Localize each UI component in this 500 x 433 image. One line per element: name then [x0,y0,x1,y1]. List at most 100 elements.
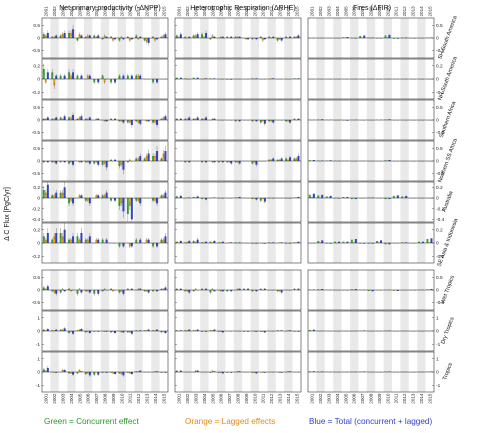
bar-lagged [287,371,290,372]
bar-total [430,238,433,243]
bar-total [230,242,233,243]
bar-concurrent [135,239,138,243]
bar-total [105,331,108,332]
bar-concurrent [226,79,229,80]
bar-concurrent [317,289,320,290]
x-tick-label: 2012 [136,6,141,17]
y-tick-label: 0 [37,118,40,124]
bar-total [55,372,58,373]
bar-total [289,243,292,244]
year-shade [217,182,226,222]
bar-concurrent [184,330,187,331]
bar-total [122,243,125,247]
bar-concurrent [384,160,387,161]
x-tick-label: 2014 [153,6,158,17]
bar-total [321,119,324,120]
x-tick-label: 2002 [318,393,323,404]
x-tick-label: 2003 [327,393,332,404]
bar-concurrent [268,242,271,243]
bar-lagged [428,242,431,243]
bar-concurrent [384,198,387,200]
x-tick-label: 2005 [210,393,215,404]
bar-total [63,229,66,243]
year-shade [284,182,293,222]
panel-fir-2: 0.2 0 -0.2 [307,58,445,100]
year-shade [50,182,59,222]
bar-total [388,160,391,161]
bar-total [205,78,208,79]
row-label: Northern SS Africa [437,137,459,183]
y-tick-label: 0.5 [436,23,443,29]
x-tick-label: 2003 [327,6,332,17]
x-tick-label: 2013 [278,6,283,17]
bar-concurrent [217,198,220,199]
bar-concurrent [135,371,138,372]
x-tick-label: 2006 [86,393,91,404]
bar-lagged [112,331,115,332]
y-tick-label: 0.5 [436,275,443,281]
bar-lagged [162,239,165,243]
y-tick-label: 1 [436,315,439,321]
panel-npp-1: 0.5 0 -0.5 2001 2002 2003 2004 2005 2006 2007 2008… [32,6,169,59]
bar-concurrent [308,194,311,198]
x-tick-label: 2015 [161,393,166,404]
bar-total [88,198,91,204]
x-tick-label: 2013 [411,6,416,17]
bar-lagged [78,239,81,243]
bar-lagged [253,198,256,199]
x-tick-label: 2013 [145,393,150,404]
x-tick-label: 2013 [411,393,416,404]
panel-fir-1: 0.5 0 -0.5 2001 2002 2003 2004 2005 2006 2007 2008… [307,6,445,59]
bar-lagged [162,331,165,332]
bar-total [105,239,108,243]
bar-lagged [228,242,231,243]
bar-concurrent [268,198,271,199]
y-tick-label: 0 [436,118,439,124]
bar-lagged [287,330,290,331]
bar-concurrent [51,72,54,79]
y-tick-label: 0 [436,159,439,165]
bar-concurrent [209,241,212,243]
bar-total [346,241,349,243]
bar-lagged [403,197,406,198]
panel-npp-3: 0.5 0 -0.5 [32,99,169,141]
y-tick-label: -0.2 [32,90,41,96]
bar-lagged [211,197,214,198]
bar-concurrent [126,372,129,373]
bar-concurrent [209,78,212,79]
panel-frame [174,181,302,223]
panel-rhe-5 [174,181,302,223]
x-tick-label: 2008 [236,6,241,17]
bar-concurrent [201,198,204,200]
bar-total [280,242,283,243]
bar-concurrent [285,198,288,199]
bar-total [238,242,241,243]
bar-concurrent [367,197,370,198]
bar-total [396,290,399,291]
bar-lagged [186,241,189,243]
bar-total [188,197,191,198]
panel-rhe-1: 2001 2002 2003 2004 2005 2006 2007 2008 2009 2010… [174,6,302,59]
bar-concurrent [285,243,288,244]
bar-total [396,38,399,39]
bar-concurrent [110,372,113,373]
bar-total [72,72,75,79]
x-tick-label: 2004 [69,393,74,404]
bar-total [156,243,159,247]
bar-total [164,372,167,373]
column-title-npp: Net primary productivity (-ΔNPP) [59,5,161,12]
bar-concurrent [401,242,404,243]
year-shade [233,182,243,222]
bar-lagged [177,197,180,198]
y-tick-label: -0.2 [436,90,445,96]
bar-total [247,331,250,332]
bar-concurrent [334,198,337,199]
panel-npp-2: 0.2 0 -0.2 [32,58,169,100]
x-tick-label: 2010 [385,393,390,404]
bar-lagged [219,331,222,332]
year-shade [200,182,209,222]
x-tick-label: 2012 [269,6,274,17]
x-tick-label: 2013 [145,6,150,17]
bar-lagged [236,197,239,198]
bar-total [63,328,66,331]
